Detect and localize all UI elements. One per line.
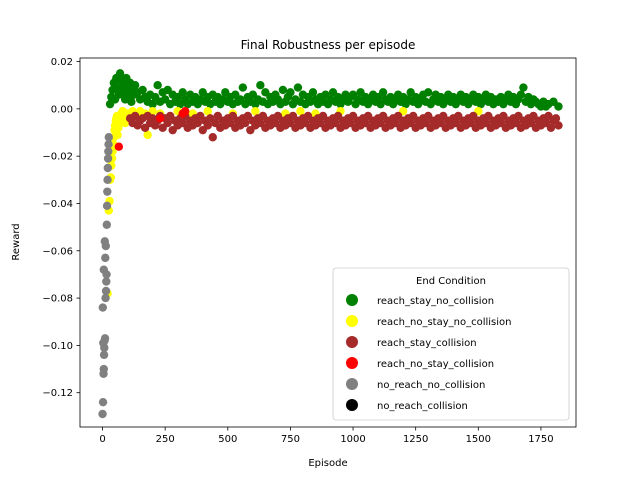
legend-marker-no_reach_no_collision	[346, 378, 358, 390]
point-reach_stay_no_collision-119	[378, 88, 388, 97]
point-reach_stay_no_collision-174	[516, 90, 526, 99]
y-tick-label-2: −0.08	[42, 294, 73, 305]
point-reach_no_stay_no_collision-39	[251, 107, 260, 116]
point-reach_stay_no_collision-8	[115, 69, 125, 78]
point-reach_stay_no_collision-17	[127, 97, 136, 106]
y-tick-label-3: −0.06	[42, 246, 73, 257]
x-tick-label-7: 1750	[528, 434, 553, 445]
series-reach_no_stay_collision	[114, 107, 190, 151]
point-reach_stay_no_collision-63	[238, 83, 248, 92]
point-reach_stay_collision-15	[163, 118, 172, 128]
legend-title: End Condition	[416, 276, 486, 287]
point-reach_stay_no_collision-187	[554, 102, 563, 111]
x-tick-label-1: 250	[156, 434, 175, 445]
point-reach_stay_collision-168	[546, 123, 556, 132]
point-no_reach_no_collision-11	[101, 286, 111, 296]
point-no_reach_no_collision-26	[104, 133, 114, 142]
point-no_reach_no_collision-1	[98, 397, 108, 407]
point-reach_stay_no_collision-23	[138, 85, 147, 95]
point-reach_stay_no_collision-137	[424, 88, 433, 97]
point-no_reach_no_collision-10	[101, 293, 110, 303]
point-reach_stay_collision-46	[241, 118, 250, 128]
y-axis: −0.12 −0.10 −0.08 −0.06 −0.04 −0.02 0.00 0.02	[42, 57, 80, 399]
x-tick-label-4: 1000	[340, 434, 365, 445]
point-no_reach_no_collision-4	[99, 350, 109, 360]
point-reach_no_stay_no_collision-37	[203, 107, 212, 116]
point-reach_stay_no_collision-91	[308, 88, 318, 97]
point-reach_stay_no_collision-27	[148, 99, 157, 109]
series-reach_stay_no_collision	[105, 69, 563, 111]
x-tick-label-3: 750	[281, 434, 300, 445]
point-no_reach_no_collision-18	[102, 220, 112, 229]
y-tick-label-7: 0.02	[51, 57, 73, 68]
point-reach_no_stay_collision-0	[114, 142, 124, 151]
x-tick-label-6: 1500	[466, 434, 491, 445]
legend-label-reach_stay_collision: reach_stay_collision	[377, 338, 477, 349]
point-reach_stay_no_collision-85	[293, 83, 303, 92]
point-no_reach_no_collision-3	[99, 364, 109, 374]
legend-label-reach_no_stay_collision: reach_no_stay_collision	[377, 359, 494, 370]
x-tick-label-2: 500	[218, 434, 237, 445]
point-no_reach_no_collision-9	[98, 303, 108, 312]
x-tick-label-5: 1250	[403, 434, 428, 445]
legend-label-reach_stay_no_collision: reach_stay_no_collision	[377, 296, 494, 307]
point-reach_no_stay_collision-3	[181, 107, 190, 116]
y-tick-label-5: −0.02	[42, 152, 73, 163]
point-no_reach_no_collision-14	[99, 265, 109, 274]
point-reach_no_stay_no_collision-41	[296, 107, 305, 116]
legend-marker-reach_stay_collision	[346, 336, 358, 348]
legend-label-reach_no_stay_no_collision: reach_no_stay_no_collision	[377, 317, 512, 328]
y-tick-label-6: 0.00	[51, 104, 73, 115]
point-no_reach_no_collision-8	[100, 334, 110, 343]
x-axis: 0 250 500 750 1000 1250 1500 1750	[99, 427, 554, 445]
y-tick-label-0: −0.12	[42, 388, 73, 399]
legend-marker-reach_no_stay_no_collision	[346, 315, 358, 327]
point-reach_stay_collision-27	[193, 118, 202, 128]
point-reach_stay_no_collision-82	[286, 88, 295, 97]
point-reach_stay_collision-33	[208, 133, 217, 142]
legend-label-no_reach_no_collision: no_reach_no_collision	[377, 380, 485, 391]
x-tick-label-0: 0	[99, 434, 105, 445]
point-reach_stay_no_collision-20	[130, 81, 140, 90]
point-reach_stay_no_collision-70	[256, 81, 265, 90]
point-no_reach_no_collision-0	[98, 409, 107, 419]
y-tick-label-4: −0.04	[42, 199, 73, 210]
point-no_reach_no_collision-23	[103, 154, 113, 163]
point-no_reach_no_collision-15	[101, 253, 110, 263]
legend-marker-no_reach_collision	[346, 399, 358, 411]
legend-marker-reach_no_stay_collision	[346, 357, 358, 369]
legend-box	[332, 267, 570, 421]
point-no_reach_no_collision-12	[102, 277, 111, 286]
point-reach_no_stay_collision-1	[155, 114, 165, 123]
plot-frame	[79, 57, 577, 428]
point-no_reach_no_collision-19	[102, 201, 112, 211]
legend-entries: reach_stay_no_collision reach_no_stay_no_…	[346, 294, 512, 412]
legend-marker-reach_stay_no_collision	[346, 294, 358, 306]
point-no_reach_no_collision-21	[103, 175, 112, 185]
legend: End Condition reach_stay_no_collisionrea…	[332, 267, 570, 421]
point-reach_stay_collision-31	[203, 121, 212, 130]
point-reach_stay_no_collision-29	[153, 81, 162, 90]
point-no_reach_no_collision-22	[103, 163, 113, 173]
y-tick-label-1: −0.10	[42, 341, 73, 352]
point-reach_no_stay_no_collision-31	[143, 130, 152, 140]
series-no_reach_no_collision	[98, 133, 114, 419]
point-reach_stay_no_collision-175	[519, 83, 528, 92]
point-no_reach_no_collision-24	[104, 147, 113, 156]
point-no_reach_no_collision-20	[103, 187, 112, 196]
point-reach_stay_collision-170	[551, 114, 561, 123]
legend-label-no_reach_collision: no_reach_collision	[377, 401, 468, 412]
point-no_reach_no_collision-17	[100, 237, 110, 246]
x-axis-label: Episode	[308, 458, 347, 469]
point-reach_stay_collision-171	[554, 121, 563, 130]
point-reach_no_stay_no_collision-15	[113, 130, 122, 140]
y-axis-label: Reward	[11, 223, 22, 260]
point-no_reach_no_collision-25	[104, 140, 113, 149]
points-layer	[98, 69, 563, 419]
point-reach_stay_no_collision-79	[278, 85, 288, 95]
chart-title: Final Robustness per episode	[241, 38, 416, 52]
point-reach_stay_no_collision-39	[178, 88, 187, 97]
